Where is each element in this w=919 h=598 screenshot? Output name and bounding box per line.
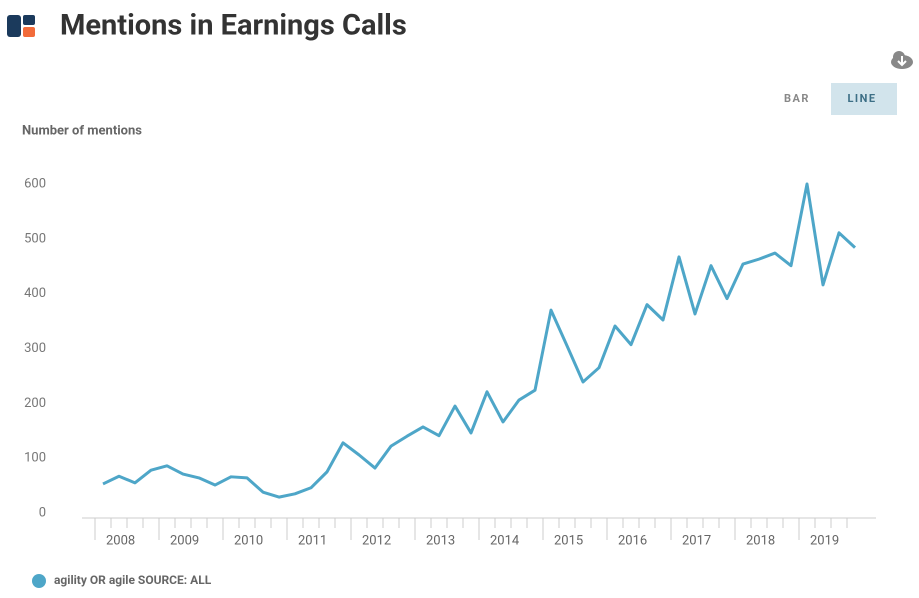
y-tick-label: 400 <box>24 286 46 301</box>
y-tick-label: 100 <box>24 451 46 466</box>
legend-label: agility OR agile SOURCE: ALL <box>54 573 212 587</box>
x-tick-label: 2014 <box>490 533 520 548</box>
x-tick-label: 2010 <box>234 533 263 548</box>
x-tick-label: 2012 <box>362 533 391 548</box>
x-tick-label: 2016 <box>618 533 647 548</box>
y-tick-label: 300 <box>24 341 46 356</box>
x-tick-label: 2011 <box>298 533 327 548</box>
page-title: Mentions in Earnings Calls <box>60 9 407 43</box>
toggle-button[interactable]: BAR <box>784 92 810 105</box>
x-tick-label: 2009 <box>170 533 199 548</box>
y-axis-title: Number of mentions <box>22 123 142 138</box>
x-tick-label: 2008 <box>106 533 135 548</box>
y-tick-label: 500 <box>24 231 46 246</box>
toggle-bg <box>831 83 897 115</box>
download-button[interactable] <box>891 51 913 69</box>
toggle-button[interactable]: LINE <box>847 92 876 105</box>
logo <box>7 15 35 37</box>
legend-swatch <box>32 574 46 588</box>
line <box>102 182 857 499</box>
y-tick-label: 0 <box>39 505 46 520</box>
x-tick-label: 2015 <box>554 533 583 548</box>
y-tick-label: 600 <box>24 176 46 191</box>
y-tick-label: 200 <box>24 396 46 411</box>
x-tick-label: 2017 <box>682 533 711 548</box>
x-tick-label: 2019 <box>810 533 839 548</box>
x-tick-label: 2013 <box>426 533 455 548</box>
x-tick-label: 2018 <box>746 533 775 548</box>
